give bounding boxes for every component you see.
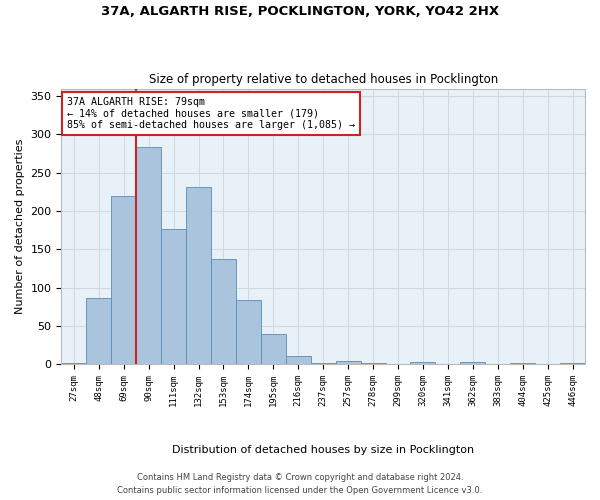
Bar (460, 362, 485, 364)
Bar (311, 362, 335, 364)
Text: Contains HM Land Registry data © Crown copyright and database right 2024.
Contai: Contains HM Land Registry data © Crown c… (118, 474, 482, 495)
Bar (136, 146, 161, 364)
Bar (410, 362, 436, 364)
Bar (261, 334, 286, 364)
Text: 37A ALGARTH RISE: 79sqm
← 14% of detached houses are smaller (179)
85% of semi-d: 37A ALGARTH RISE: 79sqm ← 14% of detache… (67, 97, 355, 130)
Y-axis label: Number of detached properties: Number of detached properties (15, 138, 25, 314)
Bar (286, 356, 311, 364)
Bar (560, 362, 585, 364)
Bar (86, 298, 111, 364)
Bar (111, 196, 136, 364)
Bar (361, 362, 386, 364)
Bar (236, 300, 261, 364)
X-axis label: Distribution of detached houses by size in Pocklington: Distribution of detached houses by size … (172, 445, 474, 455)
Bar (161, 228, 186, 364)
Bar (335, 361, 361, 364)
Bar (186, 186, 211, 364)
Bar (61, 362, 86, 364)
Title: Size of property relative to detached houses in Pocklington: Size of property relative to detached ho… (149, 73, 498, 86)
Bar (211, 260, 236, 364)
Text: 37A, ALGARTH RISE, POCKLINGTON, YORK, YO42 2HX: 37A, ALGARTH RISE, POCKLINGTON, YORK, YO… (101, 5, 499, 18)
